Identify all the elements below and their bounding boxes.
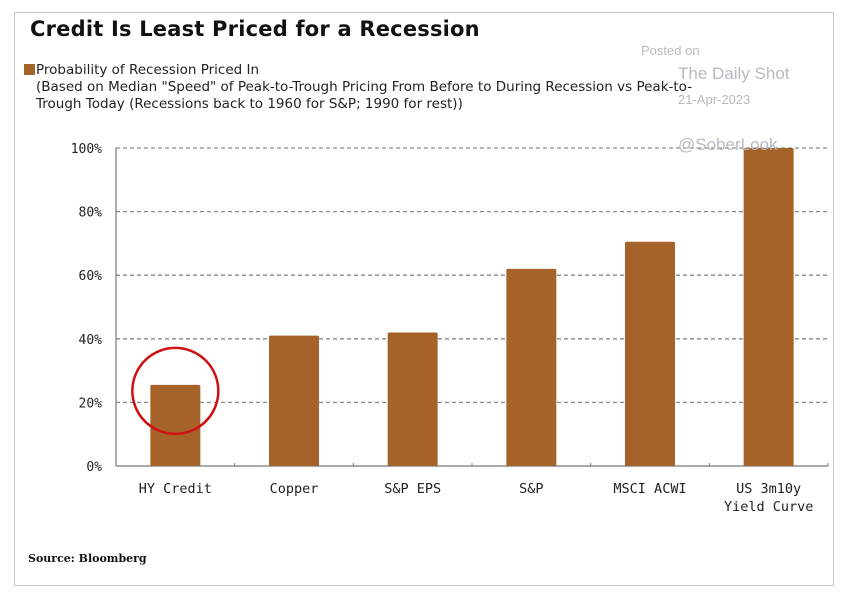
legend: Probability of Recession Priced In (Base…: [24, 62, 692, 113]
x-tick-label: Yield Curve: [724, 499, 813, 515]
chart-frame: [14, 12, 834, 586]
y-tick-label: 100%: [71, 142, 102, 157]
bar: [269, 335, 319, 466]
bar: [506, 268, 557, 466]
chart-title: Credit Is Least Priced for a Recession: [30, 17, 480, 41]
y-tick-label: 0%: [86, 460, 102, 475]
watermark-date: 21-Apr-2023: [678, 92, 751, 107]
annotation-circle: [131, 346, 220, 436]
legend-label: Probability of Recession Priced In: [36, 62, 260, 78]
bar: [743, 148, 794, 466]
source-note: Source: Bloomberg: [28, 552, 147, 565]
watermark-handle: @SoberLook: [678, 135, 778, 154]
x-tick-label: MSCI ACWI: [613, 481, 686, 497]
watermark-posted-on: Posted on: [641, 43, 700, 58]
x-tick-label: HY Credit: [139, 481, 212, 497]
y-tick-label: 40%: [79, 333, 103, 348]
x-tick-label: Copper: [270, 481, 319, 497]
legend-subtitle-line-1: (Based on Median "Speed" of Peak-to-Trou…: [36, 79, 693, 95]
x-tick-label: S&P: [519, 481, 543, 497]
legend-swatch: [24, 64, 35, 75]
watermark-site: The Daily Shot: [678, 64, 790, 83]
bar: [150, 384, 201, 466]
x-tick-label: S&P EPS: [384, 481, 441, 497]
y-tick-label: 80%: [79, 206, 103, 221]
y-tick-label: 20%: [79, 396, 103, 411]
y-tick-label: 60%: [79, 269, 103, 284]
bar: [625, 241, 675, 466]
x-tick-label: US 3m10y: [736, 481, 801, 497]
legend-subtitle-line-2: Trough Today (Recessions back to 1960 fo…: [36, 96, 463, 112]
bar: [387, 332, 438, 466]
